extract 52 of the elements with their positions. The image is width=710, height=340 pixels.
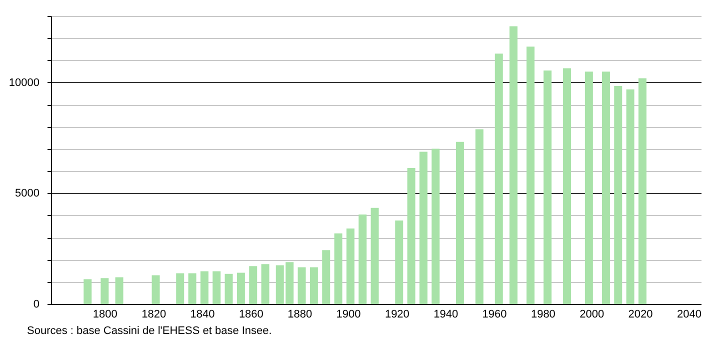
bar: [200, 271, 208, 304]
bar: [509, 26, 518, 304]
bar: [84, 279, 92, 304]
bar: [395, 220, 404, 304]
bar: [261, 264, 270, 304]
bar: [456, 142, 464, 304]
x-tick-label: 2020: [628, 308, 653, 320]
y-tick-label: 5000: [15, 188, 40, 200]
bar: [236, 272, 245, 304]
bar: [475, 129, 484, 304]
bar: [370, 208, 379, 304]
bar: [346, 228, 354, 304]
x-tick-label: 1860: [238, 308, 264, 320]
bar: [526, 46, 535, 304]
x-tick-label: 2000: [580, 308, 604, 320]
bar: [334, 233, 342, 304]
bar: [152, 275, 160, 304]
x-tick-label: 1960: [482, 308, 507, 320]
x-tick-label: 1880: [288, 308, 312, 320]
bar: [212, 271, 221, 304]
y-tick-label: 10000: [8, 76, 40, 89]
x-tick-label: 1900: [336, 308, 361, 320]
bar: [544, 70, 552, 304]
bar: [638, 78, 646, 304]
bar: [584, 72, 593, 304]
x-tick-label: 1800: [92, 308, 118, 320]
bar: [407, 168, 416, 304]
bar: [298, 267, 306, 304]
bar: [419, 152, 428, 304]
bar: [432, 148, 440, 304]
x-tick-label: 1840: [190, 308, 215, 320]
bar: [563, 68, 572, 304]
bar: [494, 54, 503, 304]
x-tick-label: 1940: [434, 308, 458, 320]
bar: [249, 266, 258, 304]
bar: [224, 274, 233, 304]
bar: [626, 89, 634, 304]
y-tick-label: 0: [33, 298, 40, 310]
x-tick-label: 2040: [676, 308, 702, 320]
x-tick-label: 1980: [530, 308, 556, 320]
bar: [322, 250, 330, 304]
bar: [100, 278, 109, 304]
bar: [115, 277, 124, 304]
source-note: Sources : base Cassini de l'EHESS et base Insee.: [27, 325, 272, 337]
bar: [310, 267, 318, 304]
bar: [188, 273, 196, 304]
bar: [602, 72, 610, 304]
x-tick-label: 1920: [384, 308, 410, 320]
x-tick-label: 1820: [142, 308, 166, 320]
bar: [614, 86, 622, 304]
bar: [176, 273, 184, 304]
bar: [358, 214, 367, 304]
